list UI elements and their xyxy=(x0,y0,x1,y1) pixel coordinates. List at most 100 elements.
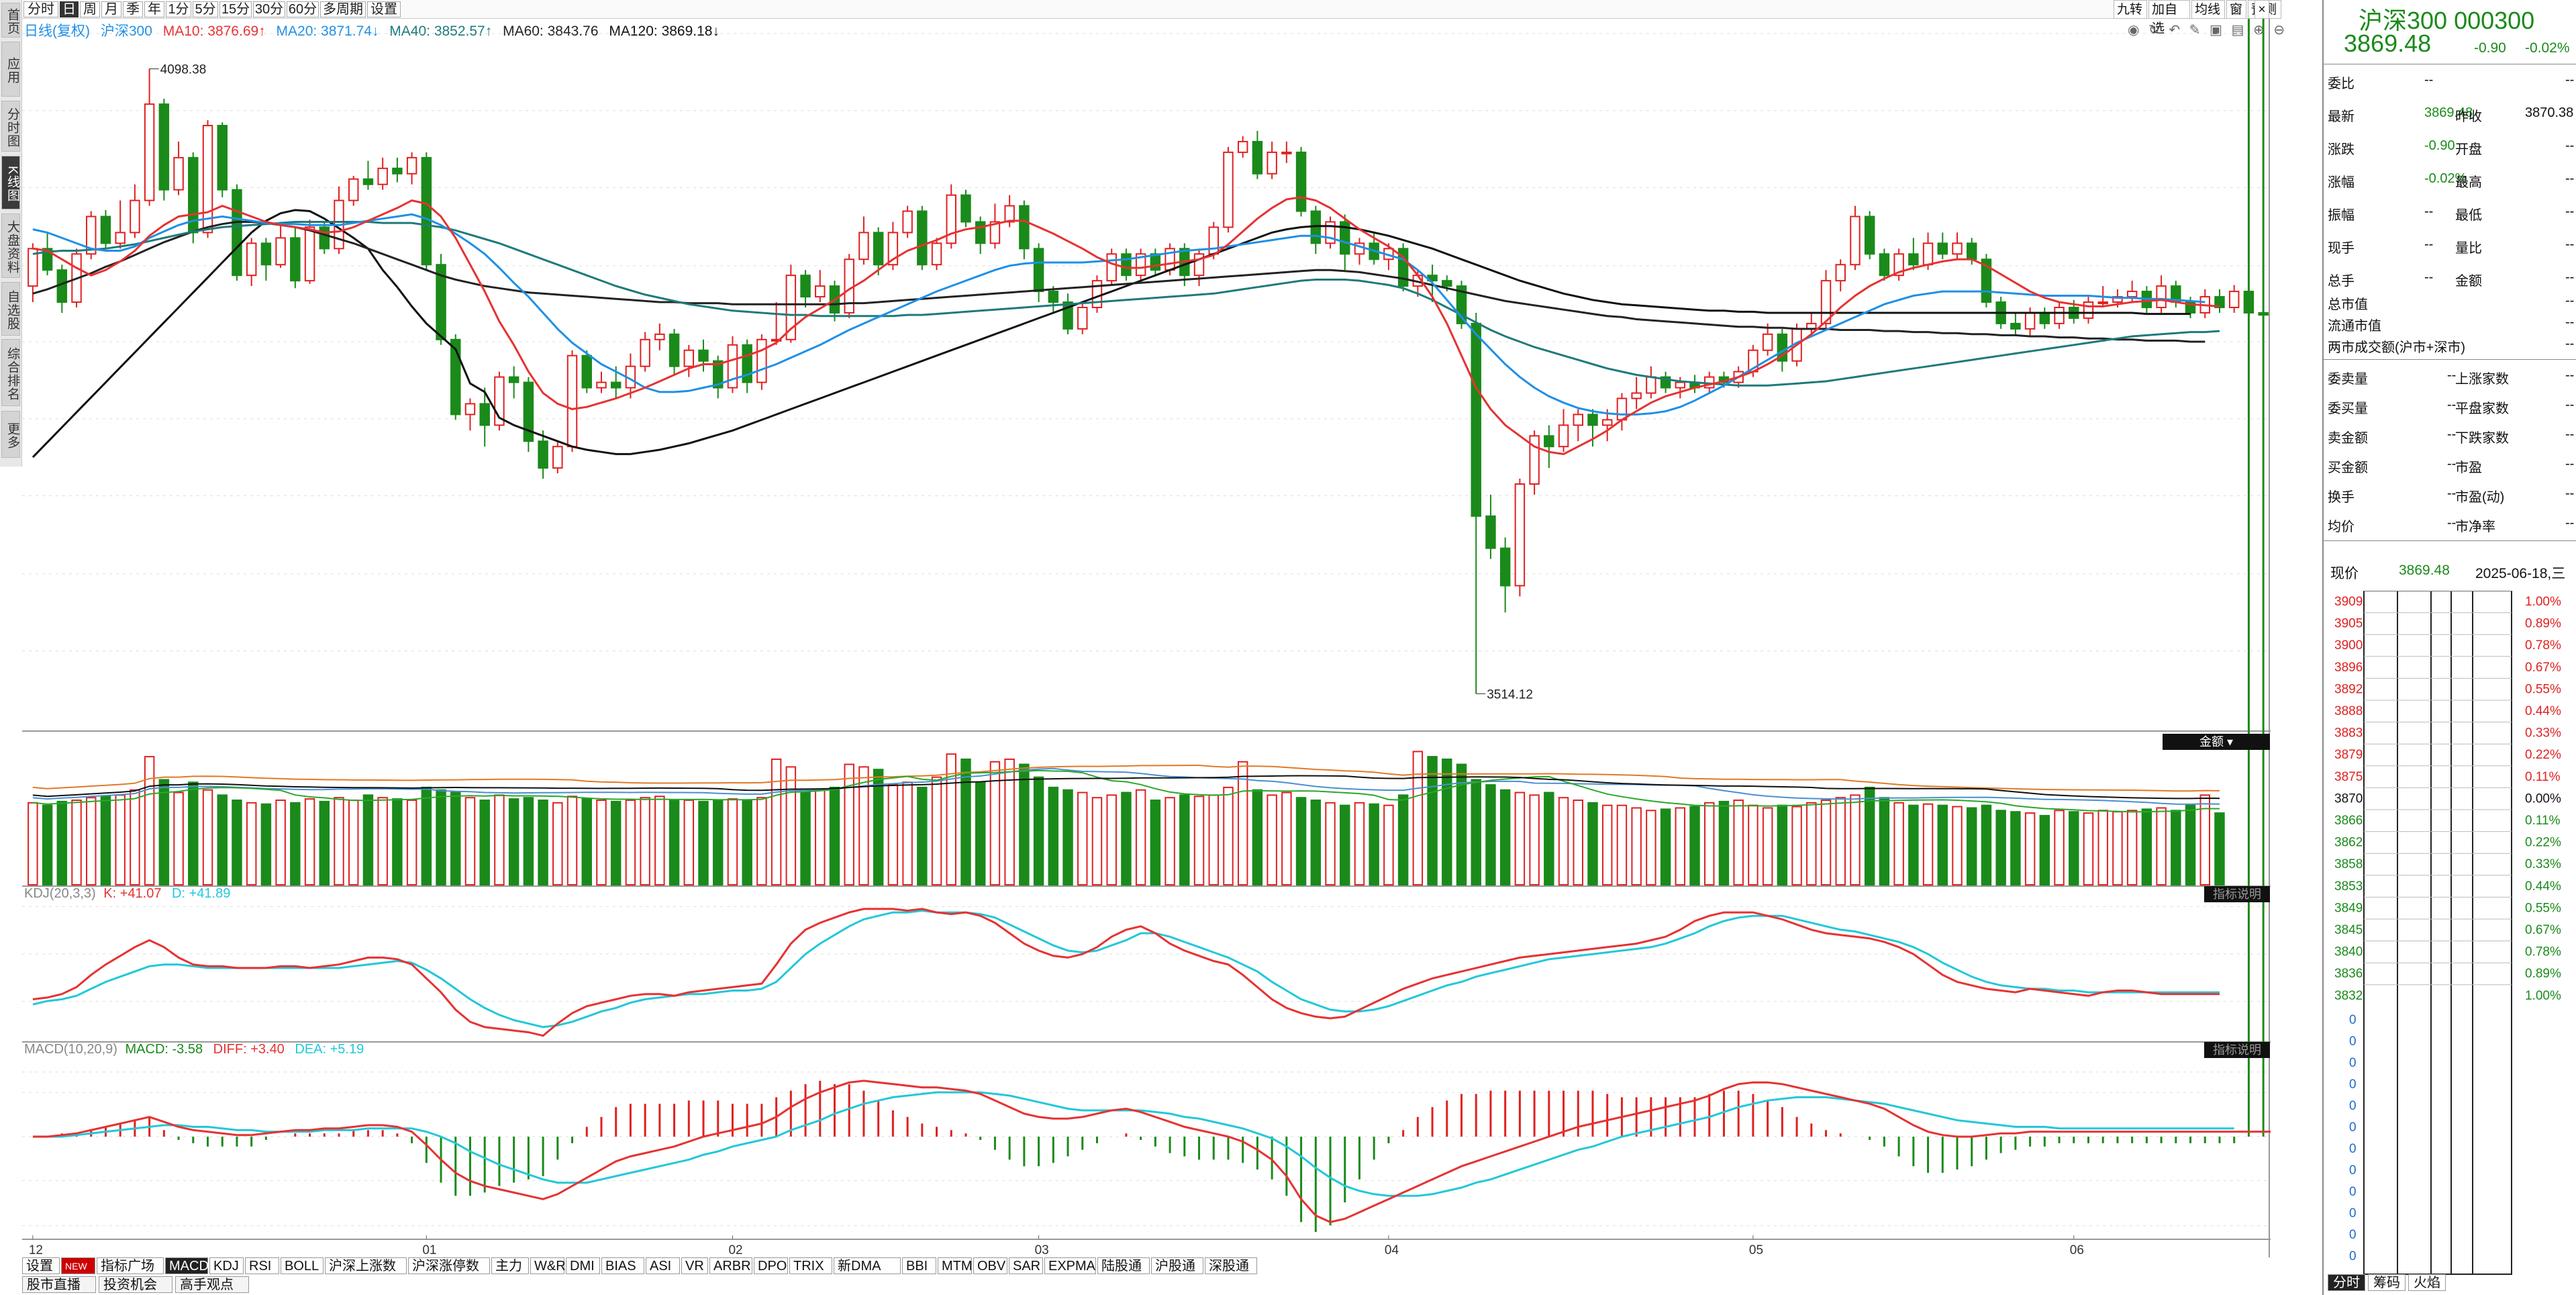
indicator-tab-4[interactable]: KDJ xyxy=(209,1257,244,1274)
candle-body xyxy=(2214,296,2225,308)
zoom-in-icon[interactable]: ⊕ xyxy=(2252,23,2265,38)
period-tab-12[interactable]: 设置 xyxy=(367,1,401,17)
indicator-tab-23[interactable]: EXPMA xyxy=(1044,1257,1096,1274)
chart-grid xyxy=(22,19,2271,1257)
volume-bar xyxy=(2039,814,2050,885)
candle-body xyxy=(1587,414,1598,426)
indicator-tab-24[interactable]: 陆股通 xyxy=(1097,1257,1150,1274)
indicator-tab-5[interactable]: RSI xyxy=(245,1257,279,1274)
quote-label: 开盘 xyxy=(2455,142,2482,157)
quote-tab-0[interactable]: 分时 xyxy=(2328,1274,2365,1291)
volume-bar xyxy=(28,802,38,886)
kdj-info-badge[interactable]: 指标说明 xyxy=(2204,886,2270,902)
quote-label: 金额 xyxy=(2455,274,2482,289)
indicator-tab-12[interactable]: BIAS xyxy=(601,1257,644,1274)
indicator-tab-0[interactable]: 设置 xyxy=(22,1257,60,1274)
sidebar-item-5[interactable]: 自选股 xyxy=(1,282,20,336)
replay-icon[interactable]: ↻ xyxy=(2148,23,2160,38)
indicator-tab-11[interactable]: DMI xyxy=(566,1257,600,1274)
indicator-tab-16[interactable]: DPO xyxy=(754,1257,788,1274)
indicator-tab-15[interactable]: ARBR xyxy=(709,1257,752,1274)
period-tab-8[interactable]: 15分 xyxy=(219,1,252,17)
sidebar-item-3[interactable]: K线图 xyxy=(1,156,20,209)
period-tab-7[interactable]: 5分 xyxy=(193,1,218,17)
period-tab-1[interactable]: 日 xyxy=(60,1,79,17)
period-tab-5[interactable]: 年 xyxy=(144,1,164,17)
bottom-link-2[interactable]: 高手观点 xyxy=(175,1276,249,1293)
kdj-d-line xyxy=(32,909,2220,1028)
sidebar-item-2[interactable]: 分时图 xyxy=(1,101,20,152)
indicator-tab-19[interactable]: BBI xyxy=(902,1257,936,1274)
draw-icon[interactable]: ✎ xyxy=(2189,23,2201,38)
period-tab-10[interactable]: 60分 xyxy=(287,1,319,17)
close-icon[interactable]: × xyxy=(2255,0,2269,19)
quote-label: 委比 xyxy=(2328,77,2355,91)
kdj-panel xyxy=(32,908,2220,1037)
indicator-tab-1[interactable]: NEW xyxy=(61,1257,95,1274)
period-tab-3[interactable]: 月 xyxy=(101,1,121,17)
undo-icon[interactable]: ↶ xyxy=(2169,23,2181,38)
period-tab-11[interactable]: 多周期 xyxy=(320,1,366,17)
volume-bar xyxy=(1908,804,1919,885)
sidebar-item-1[interactable]: 应用 xyxy=(1,42,20,97)
right-tab-3[interactable]: 窗 xyxy=(2226,0,2246,19)
quote-value: 3869.48 xyxy=(2424,105,2473,120)
volume-bar xyxy=(1048,786,1059,885)
bottom-link-1[interactable]: 投资机会 xyxy=(99,1276,172,1293)
sidebar-item-7[interactable]: 更多 xyxy=(1,411,20,458)
indicator-tab-13[interactable]: ASI xyxy=(646,1257,680,1274)
indicator-tab-10[interactable]: W&R xyxy=(530,1257,566,1274)
indicator-tab-7[interactable]: 沪深上涨数 xyxy=(325,1257,407,1274)
indicator-tab-8[interactable]: 沪深涨停数 xyxy=(408,1257,490,1274)
indicator-tab-20[interactable]: MTM xyxy=(938,1257,973,1274)
indicator-tab-17[interactable]: TRIX xyxy=(789,1257,832,1274)
ladder-price: 3909 xyxy=(2334,595,2363,609)
quote-label: 市盈 xyxy=(2455,461,2482,475)
quote-tab-2[interactable]: 火焰 xyxy=(2408,1274,2446,1291)
candle-body xyxy=(1864,215,1875,255)
bottom-link-0[interactable]: 股市直播 xyxy=(22,1276,96,1293)
indicator-tab-3[interactable]: MACD xyxy=(165,1257,209,1274)
indicator-tab-26[interactable]: 深股通 xyxy=(1205,1257,1257,1274)
period-tab-4[interactable]: 季 xyxy=(123,1,143,17)
chart-mode-label[interactable]: 日线(复权) xyxy=(24,23,90,39)
volume-badge[interactable]: 金额 ▾ xyxy=(2163,734,2270,750)
period-tab-9[interactable]: 30分 xyxy=(253,1,285,17)
ladder-pct: 0.11% xyxy=(2525,814,2561,828)
quote-price: 3869.48 xyxy=(2344,30,2432,57)
macd-info-badge[interactable]: 指标说明 xyxy=(2204,1042,2270,1058)
candle-body xyxy=(785,275,797,340)
period-tab-0[interactable]: 分时 xyxy=(23,1,58,17)
indicator-tab-9[interactable]: 主力 xyxy=(491,1257,529,1274)
volume-bar xyxy=(319,800,330,885)
period-tab-2[interactable]: 周 xyxy=(80,1,100,17)
period-tab-6[interactable]: 1分 xyxy=(166,1,191,17)
zoom-out-icon[interactable]: ⊖ xyxy=(2273,23,2285,38)
low-label: 3514.12 xyxy=(1487,687,1533,702)
indicator-tab-2[interactable]: 指标广场 xyxy=(97,1257,164,1274)
right-tab-1[interactable]: 加自选 xyxy=(2148,0,2190,36)
right-tab-2[interactable]: 均线 xyxy=(2191,0,2225,19)
candle-body xyxy=(2126,291,2138,298)
candle-body xyxy=(421,156,432,266)
delete-icon[interactable]: ▤ xyxy=(2231,23,2244,38)
sidebar-item-4[interactable]: 大盘资料 xyxy=(1,213,20,278)
chart-tools: ◉ ↻ ↶ ✎ ▣ ▤ ⊕ ⊖ xyxy=(2128,21,2285,38)
indicator-tab-22[interactable]: SAR xyxy=(1009,1257,1043,1274)
indicator-tab-25[interactable]: 沪股通 xyxy=(1151,1257,1203,1274)
sidebar-item-0[interactable]: 首页 xyxy=(1,3,20,38)
right-tab-0[interactable]: 九转 xyxy=(2114,0,2147,19)
quote-tab-1[interactable]: 筹码 xyxy=(2368,1274,2406,1291)
ma40-value: MA40: 3852.57↑ xyxy=(389,23,493,39)
lock-icon[interactable]: ▣ xyxy=(2210,23,2222,38)
indicator-tab-6[interactable]: BOLL xyxy=(281,1257,324,1274)
volume-bar xyxy=(436,789,446,886)
indicator-tab-21[interactable]: OBV xyxy=(973,1257,1007,1274)
volume-bar xyxy=(1762,807,1773,886)
candle-body xyxy=(960,194,971,223)
eye-icon[interactable]: ◉ xyxy=(2128,23,2140,38)
sidebar-item-6[interactable]: 综合排名 xyxy=(1,339,20,406)
indicator-tab-18[interactable]: 新DMA xyxy=(834,1257,901,1274)
indicator-tab-14[interactable]: VR xyxy=(681,1257,708,1274)
